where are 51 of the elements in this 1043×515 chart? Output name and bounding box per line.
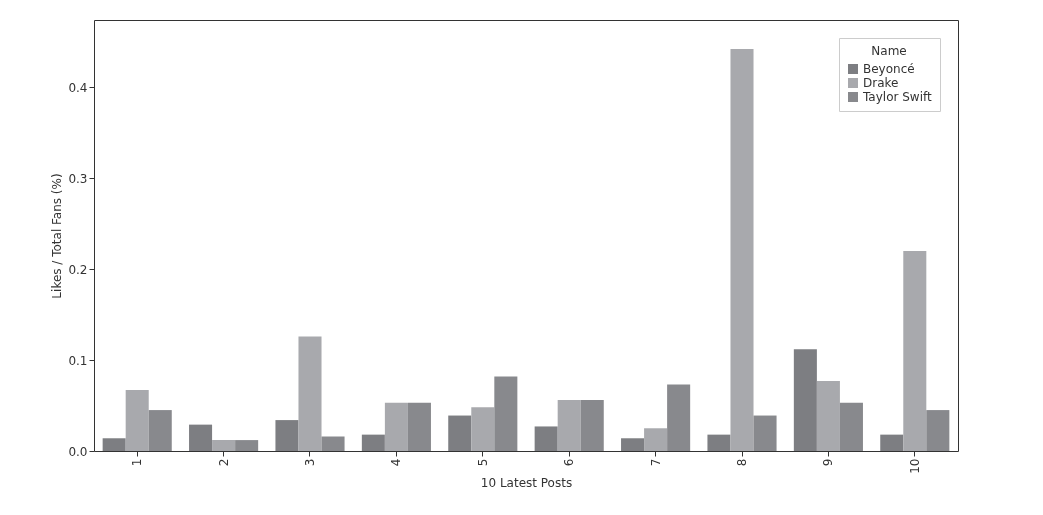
x-tick-label: 6 [562, 458, 577, 467]
bar [148, 410, 172, 451]
bar [361, 434, 385, 451]
bar [903, 250, 927, 451]
bar [275, 420, 299, 451]
bar [816, 380, 840, 451]
bar [707, 434, 731, 451]
bar [448, 415, 472, 451]
x-tick-label: 10 [907, 458, 922, 474]
x-tick-label: 2 [216, 458, 231, 467]
bar [644, 428, 668, 451]
bar [753, 415, 777, 451]
bar [471, 407, 495, 451]
bar [534, 426, 558, 451]
legend-label: Taylor Swift [862, 90, 932, 104]
x-tick-label: 5 [475, 458, 490, 467]
y-tick-label: 0.3 [68, 171, 88, 186]
y-tick-label: 0.4 [68, 80, 88, 95]
bar [621, 438, 645, 451]
bar [321, 436, 345, 451]
bar [407, 402, 431, 451]
bar [125, 390, 149, 451]
legend-label: Drake [863, 76, 899, 90]
x-tick-label: 7 [648, 458, 663, 467]
bar [793, 349, 817, 451]
x-tick-label: 4 [389, 458, 404, 467]
x-tick-label: 9 [821, 458, 836, 467]
y-axis-title: Likes / Total Fans (%) [50, 173, 65, 299]
bar [102, 438, 126, 451]
legend-title: Name [871, 44, 907, 58]
bar [580, 400, 604, 451]
y-tick-label: 0.0 [68, 444, 88, 459]
bar [557, 400, 581, 451]
bar [926, 410, 950, 451]
bar [212, 440, 236, 451]
x-tick-label: 8 [735, 458, 749, 467]
bar [494, 376, 518, 451]
y-tick-label: 0.1 [68, 353, 88, 368]
bar [730, 49, 754, 451]
bar [667, 384, 691, 451]
bar [384, 402, 408, 451]
x-tick-label: 3 [303, 458, 317, 467]
legend-label: Beyoncé [863, 62, 915, 76]
x-tick-label: 1 [130, 458, 145, 467]
bar [839, 402, 863, 451]
x-axis-title: 10 Latest Posts [480, 475, 573, 490]
bar [880, 434, 904, 451]
bar [189, 424, 213, 451]
y-tick-label: 0.2 [68, 262, 88, 277]
bar [235, 440, 259, 451]
bar [298, 336, 322, 451]
